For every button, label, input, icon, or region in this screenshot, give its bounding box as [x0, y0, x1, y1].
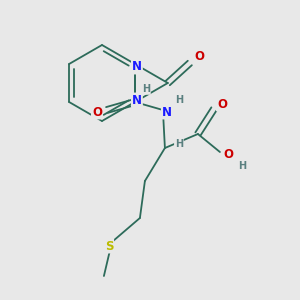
Text: H: H — [238, 161, 246, 171]
Text: O: O — [195, 50, 205, 62]
Text: N: N — [132, 94, 142, 106]
Text: H: H — [142, 84, 150, 94]
Text: N: N — [162, 106, 172, 118]
Text: N: N — [132, 61, 142, 74]
Text: H: H — [175, 139, 183, 149]
Text: O: O — [223, 148, 233, 161]
Text: H: H — [175, 95, 183, 105]
Text: O: O — [217, 98, 227, 110]
Text: S: S — [105, 239, 113, 253]
Text: O: O — [92, 106, 102, 118]
